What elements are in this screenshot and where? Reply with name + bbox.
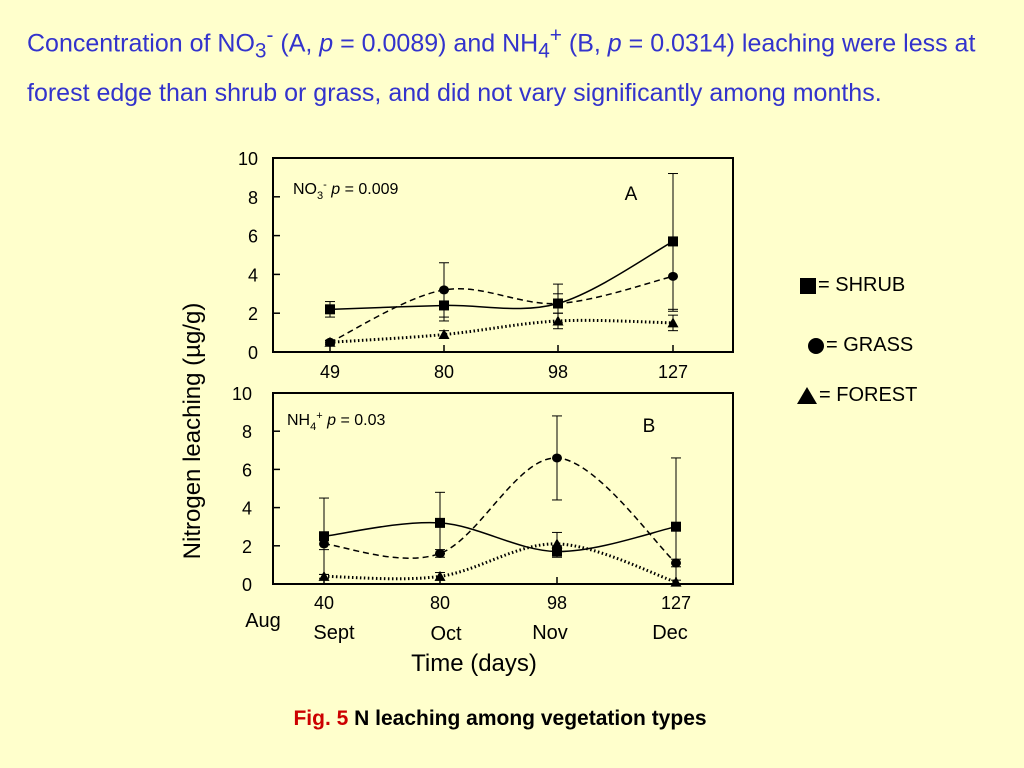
series-line-forest (323, 542, 677, 584)
month-label: Aug (245, 610, 281, 632)
y-tick-label: 0 (248, 343, 258, 363)
data-point-grass (439, 285, 449, 295)
figure-caption-text: N leaching among vegetation types (354, 707, 707, 730)
square-icon (800, 277, 816, 294)
panel-annotation: NO3- p = 0.009 (293, 179, 399, 202)
y-tick-label: 6 (248, 227, 258, 247)
y-tick-label: 8 (242, 422, 252, 442)
data-point-shrub (435, 517, 445, 528)
data-point-grass (552, 453, 562, 463)
series-line-shrub (323, 521, 677, 553)
data-point-grass (668, 271, 678, 281)
data-point-grass (319, 539, 329, 549)
y-tick-label: 4 (242, 499, 252, 519)
triangle-icon (797, 387, 817, 404)
data-point-shrub (325, 304, 335, 315)
x-tick-label: 127 (661, 593, 691, 613)
y-axis-label: Nitrogen leaching (µg/g) (179, 303, 206, 560)
x-tick-label: 80 (434, 362, 454, 382)
data-point-shrub (671, 521, 681, 532)
data-point-forest (551, 538, 563, 549)
chart-panel-A: 0 2 4 6 8 10 49 80 98 127 A NO3- p = 0.009 (238, 149, 734, 382)
data-point-forest (552, 315, 564, 326)
month-label: Oct (430, 623, 462, 645)
y-tick-label: 0 (242, 575, 252, 595)
x-tick-label: 98 (547, 593, 567, 613)
y-tick-label: 6 (242, 460, 252, 480)
y-tick-label: 4 (248, 265, 258, 285)
month-label: Dec (652, 622, 688, 644)
month-label: Nov (532, 622, 568, 644)
y-tick-label: 10 (232, 384, 252, 404)
y-tick-label: 2 (242, 537, 252, 557)
panel-letter: B (643, 416, 656, 437)
circle-icon (808, 337, 824, 354)
legend-grass: = GRASS (808, 334, 913, 357)
chart-panel-B: 0 2 4 6 8 10 40 80 98 127 B NH4+ p = 0.03 Aug Sept Oct… (232, 384, 734, 677)
x-tick-label: 80 (430, 593, 450, 613)
legend-shrub: = SHRUB (800, 274, 905, 297)
legend-forest-label: = FOREST (819, 384, 918, 406)
x-tick-label: 127 (658, 362, 688, 382)
data-point-forest (670, 576, 682, 587)
legend-grass-label: = GRASS (826, 334, 914, 356)
series-line-grass (329, 275, 674, 343)
data-point-grass (553, 299, 563, 308)
series-line-forest (329, 318, 674, 344)
y-tick-label: 8 (248, 188, 258, 208)
heading-text: Concentration of NO3- (A, p = 0.0089) an… (27, 24, 976, 108)
x-tick-label: 40 (314, 593, 334, 613)
data-point-grass (435, 548, 445, 558)
figure-label: Fig. 5 (293, 707, 349, 730)
data-point-forest (324, 336, 336, 347)
series-line-shrub (329, 240, 674, 311)
legend-shrub-label: = SHRUB (818, 274, 906, 296)
panel-letter: A (625, 184, 638, 205)
y-tick-label: 10 (238, 149, 258, 169)
data-point-grass (671, 558, 681, 568)
figure-caption: Fig. 5 N leaching among vegetation types (0, 707, 1000, 731)
legend-forest: = FOREST (797, 384, 917, 407)
data-point-shrub (319, 531, 329, 542)
month-label: Sept (313, 622, 355, 644)
plot-frame (272, 392, 734, 585)
series-line-grass (323, 457, 677, 564)
x-tick-label: 98 (548, 362, 568, 382)
panel-annotation: NH4+ p = 0.03 (287, 410, 385, 433)
data-point-forest (318, 570, 330, 581)
x-axis-label: Time (days) (411, 650, 537, 677)
y-tick-label: 2 (248, 304, 258, 324)
plot-frame (272, 157, 734, 353)
leaching-chart: 0 2 4 6 8 10 49 80 98 127 A NO3- p = 0.009 0 2 4 6 8 10 40… (179, 149, 734, 677)
data-point-forest (667, 317, 679, 328)
data-point-forest (438, 329, 450, 340)
x-tick-label: 49 (320, 362, 340, 382)
data-point-forest (434, 570, 446, 581)
